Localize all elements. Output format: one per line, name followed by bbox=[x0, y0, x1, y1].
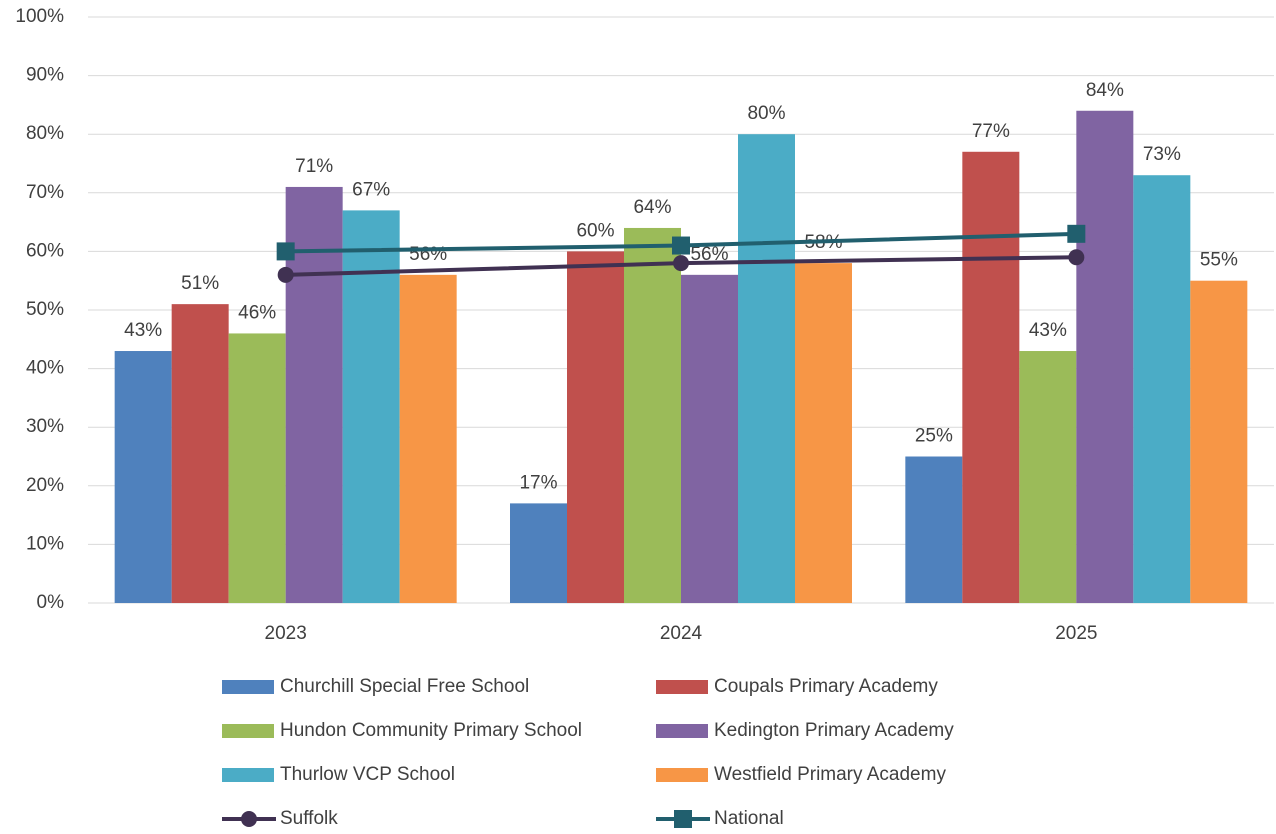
bar bbox=[681, 274, 738, 603]
legend-swatch bbox=[656, 768, 708, 782]
legend-label: Thurlow VCP School bbox=[280, 764, 455, 785]
value-label: 43% bbox=[1029, 320, 1067, 341]
value-label: 25% bbox=[915, 426, 953, 447]
value-label: 67% bbox=[352, 179, 390, 200]
bar bbox=[1019, 351, 1077, 603]
bar bbox=[567, 251, 624, 603]
value-label: 56% bbox=[409, 244, 447, 265]
marker bbox=[673, 255, 689, 272]
legend-swatch bbox=[674, 810, 692, 828]
bar bbox=[171, 304, 229, 603]
value-label: 71% bbox=[295, 156, 333, 177]
bar bbox=[962, 151, 1020, 603]
bar bbox=[114, 351, 172, 603]
value-label: 64% bbox=[633, 197, 671, 218]
y-tick-label: 60% bbox=[26, 240, 64, 261]
y-tick-label: 70% bbox=[26, 182, 64, 203]
bar bbox=[1190, 280, 1248, 603]
value-label: 77% bbox=[972, 121, 1010, 142]
bar bbox=[795, 263, 852, 603]
value-label: 73% bbox=[1143, 144, 1181, 165]
marker bbox=[1068, 249, 1085, 266]
value-label: 55% bbox=[1200, 250, 1238, 271]
value-label: 56% bbox=[690, 244, 728, 265]
marker bbox=[276, 242, 295, 261]
y-tick-label: 80% bbox=[26, 123, 64, 144]
x-tick-label: 2025 bbox=[1055, 623, 1097, 644]
bar bbox=[399, 274, 457, 603]
bar bbox=[738, 134, 795, 603]
y-tick-label: 40% bbox=[26, 358, 64, 379]
bar bbox=[905, 456, 963, 603]
legend-label: Kedington Primary Academy bbox=[714, 720, 954, 741]
legend-label: National bbox=[714, 808, 784, 829]
value-label: 51% bbox=[181, 273, 219, 294]
legend-swatch bbox=[222, 680, 274, 694]
bar bbox=[1076, 110, 1134, 603]
y-tick-label: 30% bbox=[26, 416, 64, 437]
bar bbox=[624, 227, 681, 603]
marker bbox=[1067, 224, 1086, 243]
legend-label: Suffolk bbox=[280, 808, 338, 829]
marker bbox=[277, 266, 294, 283]
legend-label: Hundon Community Primary School bbox=[280, 720, 582, 741]
bar bbox=[1133, 175, 1191, 603]
legend-label: Westfield Primary Academy bbox=[714, 764, 946, 785]
bar bbox=[285, 186, 343, 603]
marker bbox=[672, 236, 690, 255]
y-tick-label: 90% bbox=[26, 65, 64, 86]
legend-swatch bbox=[241, 811, 257, 827]
legend-swatch bbox=[222, 724, 274, 738]
value-label: 60% bbox=[576, 220, 614, 241]
legend-swatch bbox=[656, 680, 708, 694]
y-tick-label: 20% bbox=[26, 475, 64, 496]
legend-label: Churchill Special Free School bbox=[280, 676, 529, 697]
bar bbox=[342, 210, 400, 603]
legend-swatch bbox=[656, 724, 708, 738]
y-tick-label: 100% bbox=[15, 6, 64, 27]
y-tick-label: 0% bbox=[37, 592, 65, 613]
bar bbox=[228, 333, 286, 603]
value-label: 43% bbox=[124, 320, 162, 341]
value-label: 84% bbox=[1086, 80, 1124, 101]
legend-swatch bbox=[222, 768, 274, 782]
legend-label: Coupals Primary Academy bbox=[714, 676, 938, 697]
value-label: 46% bbox=[238, 302, 276, 323]
x-tick-label: 2023 bbox=[265, 623, 307, 644]
y-tick-label: 50% bbox=[26, 299, 64, 320]
y-tick-label: 10% bbox=[26, 533, 64, 554]
bar bbox=[510, 503, 567, 603]
value-label: 17% bbox=[519, 472, 557, 493]
value-label: 80% bbox=[747, 103, 785, 124]
x-tick-label: 2024 bbox=[660, 623, 703, 644]
